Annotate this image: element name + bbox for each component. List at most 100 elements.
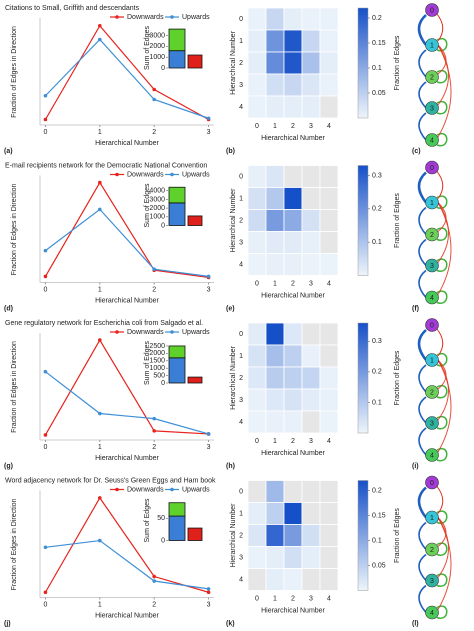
node xyxy=(425,542,439,557)
y-tick-label: 2500 xyxy=(149,343,165,350)
x-tick-label: 4 xyxy=(327,595,331,602)
y-tick-label: 2000 xyxy=(149,350,165,357)
heatmap-cell xyxy=(265,568,285,591)
x-tick-label: 0 xyxy=(43,444,47,451)
panel-label: (l) xyxy=(412,620,419,627)
x-tick-label: 3 xyxy=(207,444,211,451)
node xyxy=(425,318,439,332)
node xyxy=(425,353,439,367)
heatmap-cell xyxy=(265,187,285,210)
y-tick-label: 1 xyxy=(239,195,243,202)
x-axis-label: Hierarchical Number xyxy=(261,450,325,457)
heatmap-cell xyxy=(247,51,267,75)
heatmap-cell xyxy=(247,388,267,412)
data-point xyxy=(98,338,102,342)
y-tick-label: 2 xyxy=(239,532,243,539)
heatmap-cell xyxy=(283,7,303,31)
y-tick-label: 3 xyxy=(239,397,243,404)
node xyxy=(425,475,439,490)
heatmap-cell xyxy=(247,187,267,210)
downward-edge xyxy=(436,328,444,357)
data-point xyxy=(98,37,102,42)
colorbar-tick-label: 0.3 xyxy=(372,338,382,345)
node-label: 3 xyxy=(430,578,434,585)
data-point xyxy=(98,207,102,212)
heatmap-cell xyxy=(247,344,267,368)
data-point xyxy=(43,369,48,374)
row-title: E-mail recipients network for the Democr… xyxy=(5,162,207,169)
y-tick-label: 2000 xyxy=(149,43,165,50)
node-label: 3 xyxy=(430,263,434,270)
heatmap-cell xyxy=(247,502,267,525)
x-tick-label: 2 xyxy=(291,595,295,602)
colorbar-label: Fraction of Edges xyxy=(394,508,401,563)
heatmap-cell xyxy=(265,322,285,346)
heatmap-cell xyxy=(301,344,321,368)
panel-label: (d) xyxy=(4,305,13,312)
heatmap-cell xyxy=(265,480,285,503)
node-label: 2 xyxy=(430,389,434,396)
x-tick-label: 0 xyxy=(255,280,259,287)
colorbar-tick-label: 0.15 xyxy=(372,512,386,519)
heatmap-cell xyxy=(265,546,285,569)
y-tick-label: 50 xyxy=(157,515,165,522)
colorbar xyxy=(357,322,369,434)
heatmap-cell xyxy=(319,524,339,547)
x-tick-label: 3 xyxy=(309,438,313,445)
node-label: 4 xyxy=(430,137,434,144)
heatmap-cell xyxy=(301,480,321,503)
heatmap-cell xyxy=(301,95,321,119)
colorbar-tick-label: 0.3 xyxy=(372,172,382,179)
y-axis-label: Sum of Edges xyxy=(144,498,151,542)
heatmap-cell xyxy=(247,7,267,31)
heatmap-cell xyxy=(265,524,285,547)
y-tick-label: 3 xyxy=(239,554,243,561)
data-point xyxy=(98,411,102,416)
self-loop xyxy=(436,69,448,84)
legend-marker xyxy=(170,15,174,19)
node-label: 1 xyxy=(430,42,434,49)
node-label: 3 xyxy=(430,420,434,427)
legend-label: Upwards xyxy=(182,486,210,493)
row-title: Gene regulatory network for Escherichia … xyxy=(5,320,203,327)
heatmap-cell xyxy=(319,322,339,346)
heatmap-cell xyxy=(247,410,267,434)
y-tick-label: 1500 xyxy=(149,358,165,365)
heatmap-cell xyxy=(247,524,267,547)
colorbar-tick-label: 0.2 xyxy=(372,15,382,22)
upward-edge xyxy=(417,329,427,361)
bar-segment xyxy=(168,28,186,52)
bar-segment xyxy=(168,515,186,541)
x-tick-label: 2 xyxy=(291,123,295,130)
downward-edge xyxy=(436,486,444,514)
legend-marker xyxy=(115,330,119,334)
y-tick-label: 1 xyxy=(239,510,243,517)
heatmap-cell xyxy=(265,51,285,75)
legend-marker xyxy=(115,487,119,492)
heatmap-cell xyxy=(283,29,303,53)
y-tick-label: 1000 xyxy=(149,54,165,61)
heatmap-cell xyxy=(319,29,339,53)
legend-marker xyxy=(170,172,174,177)
node xyxy=(425,290,439,305)
y-tick-label: 4 xyxy=(239,419,243,426)
x-tick-label: 0 xyxy=(43,601,47,608)
legend-marker xyxy=(115,15,119,19)
node xyxy=(425,70,439,84)
heatmap-cell xyxy=(283,73,303,97)
panel-label: (b) xyxy=(226,148,235,155)
data-point xyxy=(206,587,211,591)
node-label: 0 xyxy=(430,7,434,14)
node xyxy=(425,385,439,399)
node xyxy=(425,605,439,620)
legend-label: Upwards xyxy=(182,14,210,21)
panel-label: (f) xyxy=(412,305,419,312)
colorbar-tick-label: 0.1 xyxy=(372,239,382,246)
heatmap-cell xyxy=(301,568,321,591)
heatmap-cell xyxy=(301,322,321,346)
y-tick-label: 500 xyxy=(153,372,165,379)
panel-label: (g) xyxy=(4,463,13,470)
heatmap-cell xyxy=(301,51,321,75)
heatmap-cell xyxy=(301,366,321,390)
node xyxy=(425,510,439,525)
